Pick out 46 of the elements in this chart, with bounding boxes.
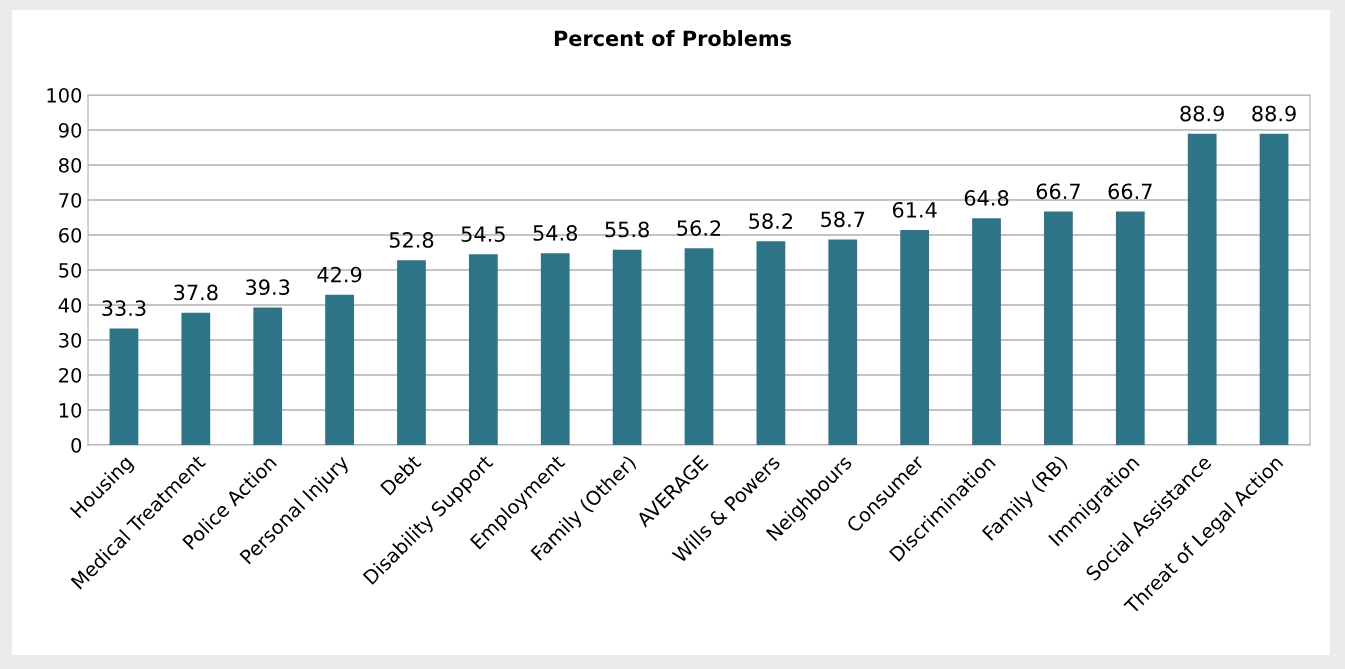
data-label: 66.7 (1108, 183, 1152, 200)
bar (109, 328, 139, 445)
data-label: 88.9 (1252, 105, 1296, 122)
data-label: 88.9 (1180, 105, 1224, 122)
y-tick-label: 100 (47, 87, 82, 103)
bar (397, 260, 426, 445)
bar (900, 230, 930, 445)
data-label: 52.8 (389, 232, 434, 248)
bar (468, 254, 498, 445)
data-label: 56.2 (677, 220, 721, 236)
y-tick-label: 80 (59, 157, 82, 173)
y-tick-label: 20 (59, 367, 82, 383)
bar (253, 307, 283, 445)
y-tick-label: 0 (71, 437, 82, 453)
data-label: 55.8 (605, 221, 649, 238)
data-label: 33.3 (102, 300, 146, 317)
y-tick-label: 30 (59, 332, 82, 348)
data-label: 58.7 (821, 211, 865, 228)
bar (325, 294, 354, 445)
data-label: 64.8 (964, 190, 1009, 206)
bar (972, 218, 1001, 445)
data-label: 58.2 (749, 213, 792, 229)
bar (756, 241, 786, 445)
bar (540, 253, 570, 445)
bar (1044, 211, 1073, 445)
data-label: 37.8 (174, 284, 218, 301)
y-tick-label: 50 (59, 262, 82, 278)
bar (1259, 133, 1289, 445)
bar (1187, 133, 1217, 445)
y-tick-label: 90 (58, 122, 82, 138)
y-tick-label: 10 (59, 402, 82, 418)
bar (1115, 211, 1145, 445)
y-tick-label: 40 (58, 297, 82, 313)
data-label: 61.4 (892, 201, 937, 218)
data-label: 39.3 (246, 279, 290, 296)
bar (684, 248, 714, 445)
bar (181, 312, 211, 445)
bar (612, 249, 642, 445)
data-label: 54.8 (533, 225, 577, 241)
y-tick-label: 70 (59, 192, 82, 208)
bar (828, 239, 858, 445)
data-label: 66.7 (1036, 183, 1080, 200)
chart-title: Percent of Problems (554, 30, 791, 47)
data-label: 42.9 (317, 266, 362, 283)
data-label: 54.5 (461, 226, 505, 242)
y-tick-label: 60 (59, 227, 82, 243)
